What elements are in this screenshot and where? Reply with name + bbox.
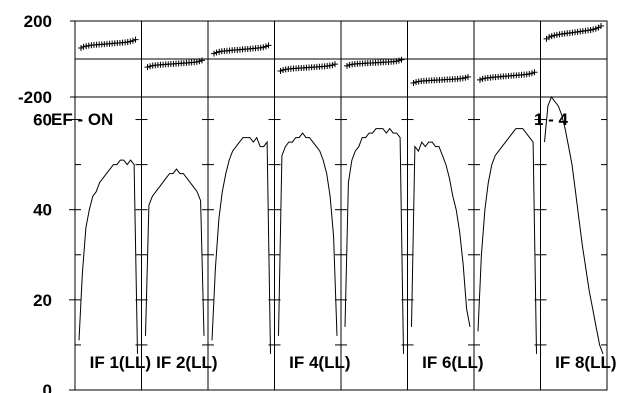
amplitude-panel: 60 40 20 0 IF 1(LL) IF 2(LL) IF 4(LL) IF 6(LL) I…: [33, 95, 617, 393]
phase-point: [526, 70, 533, 77]
annotation-ef-on: EF - ON: [51, 110, 113, 129]
annotation-baseline: 1 - 4: [534, 110, 569, 129]
phase-point: [129, 37, 136, 44]
amplitude-line: [411, 141, 471, 327]
amplitude-ytick-label: 60: [33, 111, 52, 130]
amplitude-line: [78, 159, 138, 354]
amplitude-line: [211, 136, 271, 354]
if-label: IF 4(LL): [289, 353, 350, 372]
phase-point: [587, 26, 594, 33]
amplitude-line: [544, 95, 604, 355]
phase-point: [592, 25, 599, 32]
phase-ytick-label: -200: [18, 88, 52, 107]
phase-point: [199, 57, 205, 64]
amplitude-line: [145, 168, 205, 336]
phase-point: [479, 75, 486, 82]
if-label: IF 8(LL): [555, 353, 616, 372]
phase-point: [346, 61, 353, 68]
phase-point: [393, 58, 400, 65]
phase-point: [277, 67, 284, 74]
phase-point: [410, 79, 417, 86]
phase-ytick-label: 200: [24, 12, 52, 31]
if-label: IF 1(LL): [90, 353, 151, 372]
phase-point: [398, 56, 405, 63]
phase-point: [326, 62, 333, 69]
phase-point: [329, 62, 336, 69]
phase-point: [465, 73, 471, 80]
phase-point: [80, 43, 87, 50]
amplitude-ytick-label: 20: [33, 291, 52, 310]
phase-point: [462, 74, 469, 81]
phase-point: [147, 63, 154, 70]
phase-point: [395, 57, 402, 64]
phase-point: [262, 43, 269, 50]
phase-point: [344, 62, 350, 69]
amplitude-line: [278, 132, 338, 336]
phase-point: [551, 32, 558, 39]
phase-point: [528, 70, 535, 77]
phase-point: [598, 22, 604, 29]
phase-point: [196, 58, 203, 65]
phase-point: [193, 58, 200, 65]
phase-point: [211, 50, 217, 57]
amplitude-line: [344, 127, 404, 354]
amplitude-ytick-label: 0: [43, 381, 52, 393]
phase-point: [127, 38, 134, 45]
phase-point: [413, 79, 420, 86]
phase-point: [260, 44, 267, 51]
phase-point: [531, 69, 538, 76]
phase-point: [477, 76, 483, 83]
phase-point: [132, 36, 139, 43]
phase-point: [144, 64, 151, 71]
phase-point: [546, 34, 553, 41]
phase-point: [213, 49, 220, 56]
phase-panel: 200 -200: [18, 12, 608, 107]
phase-point: [459, 75, 466, 82]
phase-point: [265, 42, 272, 49]
phase-point: [548, 33, 555, 40]
phase-point: [590, 26, 597, 33]
amplitude-line: [477, 128, 537, 354]
if-label: IF 6(LL): [422, 353, 483, 372]
phase-point: [280, 67, 287, 74]
phase-point: [78, 44, 84, 51]
phase-point: [332, 61, 338, 68]
if-label: IF 2(LL): [156, 353, 217, 372]
amplitude-ytick-label: 40: [33, 201, 52, 220]
